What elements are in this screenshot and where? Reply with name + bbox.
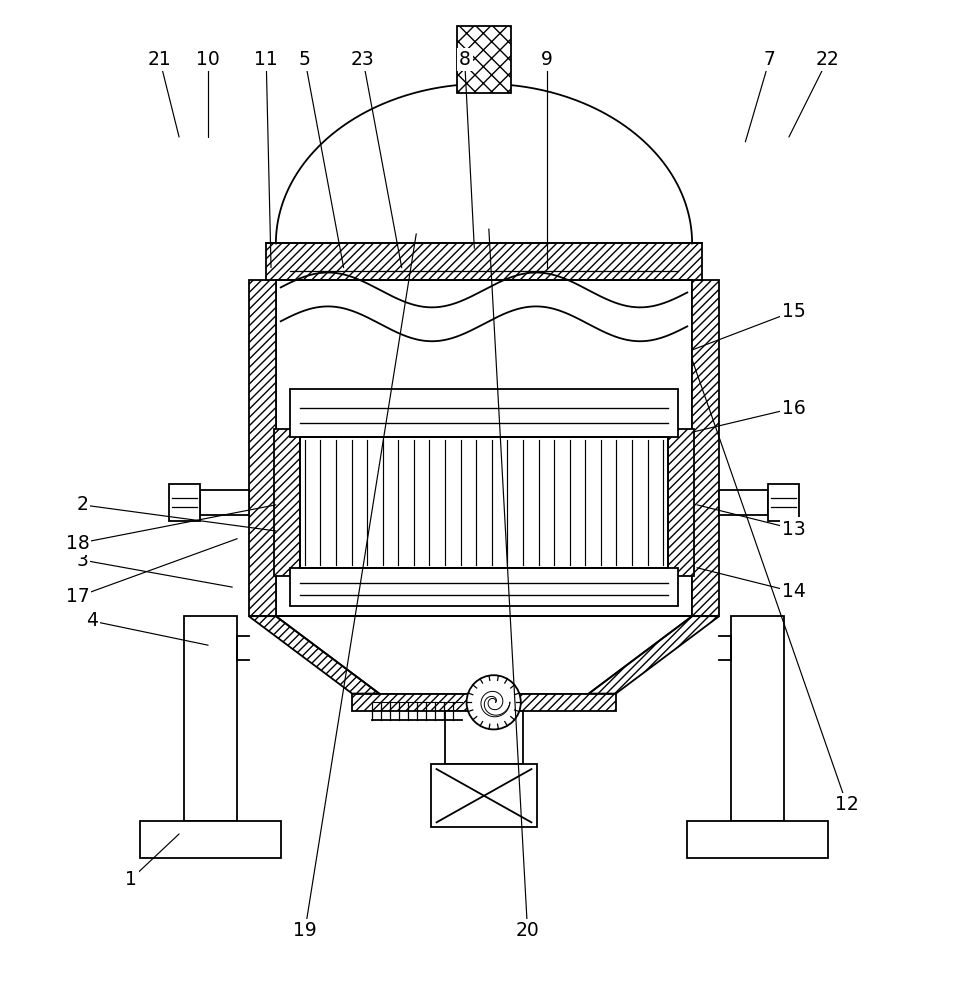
Text: 10: 10 [197,50,220,69]
Text: 22: 22 [816,50,839,69]
Text: 13: 13 [782,520,805,539]
Text: 20: 20 [516,921,539,940]
Bar [719,490,768,515]
Bar [731,616,784,821]
Text: 5: 5 [299,50,311,69]
Bar [276,280,692,616]
Text: 11: 11 [255,50,278,69]
Circle shape [467,675,521,729]
Text: 15: 15 [782,302,805,321]
Bar [692,280,719,616]
Bar [266,243,702,280]
Bar [200,490,249,515]
Text: 21: 21 [148,50,171,69]
Bar [431,764,537,827]
Text: 8: 8 [459,50,470,69]
Text: 23: 23 [351,50,375,69]
Bar [352,694,616,711]
Bar [290,389,678,437]
Text: 18: 18 [66,534,89,553]
Text: 12: 12 [835,795,859,814]
Text: 19: 19 [293,921,317,940]
Bar [458,26,511,93]
Bar [290,568,678,606]
Bar [300,437,668,568]
Bar [445,711,523,764]
Text: 17: 17 [66,587,89,606]
Bar [668,429,694,576]
Text: 4: 4 [86,612,98,631]
Bar [169,484,200,521]
Text: 9: 9 [541,50,553,69]
Text: 14: 14 [782,582,805,601]
Bar [687,821,828,858]
Polygon shape [589,616,719,694]
Bar [300,437,668,568]
Bar [184,616,237,821]
Text: 2: 2 [76,495,88,514]
Text: 16: 16 [782,399,805,418]
Text: 3: 3 [76,551,88,570]
Bar [249,280,276,616]
Polygon shape [249,616,379,694]
Bar [140,821,281,858]
Bar [274,429,300,576]
Text: 1: 1 [125,870,136,889]
Text: 7: 7 [764,50,775,69]
Bar [768,484,799,521]
